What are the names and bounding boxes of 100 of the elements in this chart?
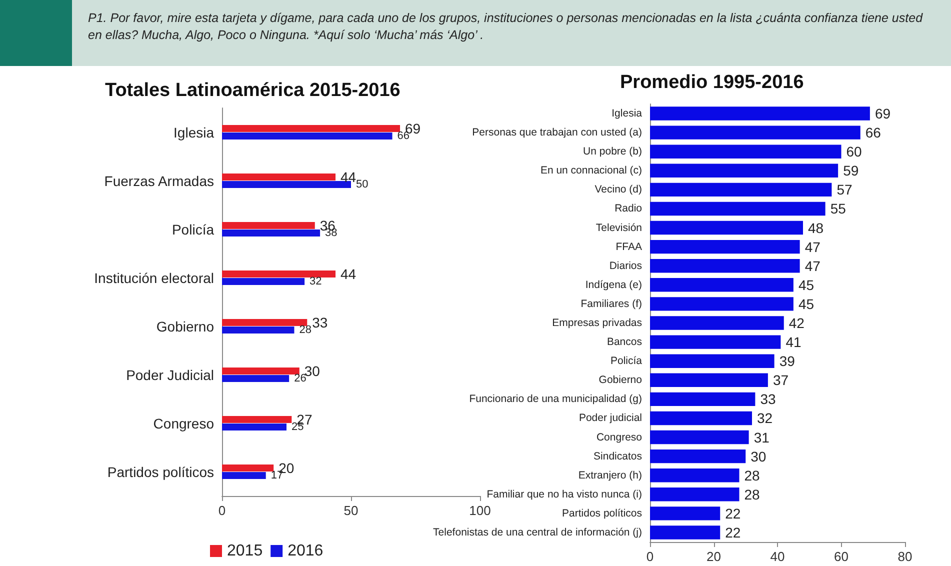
x-tick-label: 80 bbox=[898, 549, 912, 564]
y-tick-label: Congreso bbox=[153, 415, 214, 432]
y-tick-label: Iglesia bbox=[174, 124, 214, 140]
bar bbox=[650, 526, 720, 540]
y-tick-label: Policía bbox=[172, 221, 214, 238]
data-label: 57 bbox=[836, 182, 852, 198]
bar bbox=[650, 202, 826, 216]
y-tick-label: Bancos bbox=[606, 336, 642, 348]
data-label: 30 bbox=[750, 448, 766, 464]
data-label: 33 bbox=[312, 314, 328, 330]
bar bbox=[650, 468, 740, 482]
bar bbox=[650, 297, 794, 311]
bar bbox=[222, 375, 290, 382]
data-label: 22 bbox=[725, 524, 741, 540]
data-label: 59 bbox=[843, 162, 859, 179]
chart-title: Promedio 1995-2016 bbox=[620, 72, 804, 93]
x-tick-label: 20 bbox=[706, 549, 721, 564]
y-tick-label: Gobierno bbox=[156, 318, 214, 334]
data-label: 33 bbox=[760, 391, 776, 408]
bar bbox=[222, 181, 351, 188]
y-tick-label: Vecino (d) bbox=[594, 184, 642, 196]
data-label: 60 bbox=[846, 144, 862, 160]
bar bbox=[650, 354, 774, 368]
y-tick-label: Diarios bbox=[609, 260, 642, 272]
y-tick-label: Televisión bbox=[596, 222, 642, 234]
y-tick-label: Partidos políticos bbox=[562, 507, 642, 520]
x-tick-label: 100 bbox=[469, 503, 491, 518]
bar bbox=[650, 373, 768, 387]
bar bbox=[222, 222, 315, 229]
y-tick-label: Poder judicial bbox=[578, 412, 642, 424]
x-tick-label: 0 bbox=[646, 549, 654, 564]
bar bbox=[650, 411, 752, 426]
bar bbox=[650, 220, 803, 235]
bar bbox=[222, 318, 308, 326]
bar bbox=[650, 430, 749, 444]
bar bbox=[650, 278, 794, 292]
y-tick-label: Familiar que no ha visto nunca (i) bbox=[486, 488, 642, 500]
bar bbox=[650, 335, 781, 349]
bar bbox=[222, 173, 336, 180]
bar bbox=[222, 464, 274, 472]
data-label: 32 bbox=[757, 410, 773, 426]
y-tick-label: Congreso bbox=[596, 431, 642, 444]
bar bbox=[650, 316, 784, 330]
bar bbox=[222, 278, 305, 286]
data-label: 39 bbox=[779, 353, 796, 370]
data-label: 45 bbox=[798, 296, 814, 312]
bar bbox=[650, 259, 800, 273]
bar bbox=[650, 126, 860, 140]
bar bbox=[222, 367, 300, 374]
data-label: 47 bbox=[804, 258, 821, 274]
y-tick-label: Telefonistas de una central de información (j) bbox=[433, 526, 642, 538]
data-label: 22 bbox=[725, 505, 741, 522]
x-tick-label: 50 bbox=[344, 503, 358, 518]
data-label: 55 bbox=[830, 200, 846, 217]
y-tick-label: Iglesia bbox=[612, 108, 642, 120]
y-tick-label: Fuerzas Armadas bbox=[104, 172, 214, 189]
bar bbox=[650, 182, 832, 197]
bar bbox=[650, 144, 842, 158]
bar bbox=[222, 472, 266, 480]
y-tick-label: Poder Judicial bbox=[126, 366, 214, 383]
y-tick-label: Familiares (f) bbox=[580, 298, 642, 310]
chart-title: Totales Latinoamérica 2015-2016 bbox=[105, 80, 400, 101]
data-label: 32 bbox=[310, 276, 322, 288]
data-label: 50 bbox=[356, 178, 368, 191]
y-tick-label: Personas que trabajan con usted (a) bbox=[472, 126, 642, 139]
data-label: 28 bbox=[744, 467, 760, 484]
y-tick-label: Partidos políticos bbox=[107, 464, 214, 480]
y-tick-label: Indígena (e) bbox=[585, 278, 642, 291]
bar bbox=[222, 230, 320, 237]
data-label: 41 bbox=[786, 334, 802, 350]
legend-label: 2015 bbox=[227, 542, 263, 560]
data-label: 69 bbox=[874, 106, 891, 122]
y-tick-label: Un pobre (b) bbox=[583, 146, 642, 158]
y-tick-label: Institución electoral bbox=[94, 270, 214, 286]
data-label: 66 bbox=[865, 124, 882, 141]
x-tick-label: 40 bbox=[770, 549, 785, 564]
y-tick-label: Policía bbox=[610, 355, 642, 368]
bar bbox=[650, 164, 838, 178]
bar bbox=[222, 124, 400, 132]
bar bbox=[650, 392, 756, 406]
data-label: 48 bbox=[808, 220, 824, 236]
y-tick-label: Funcionario de una municipalidad (g) bbox=[469, 393, 642, 406]
bar bbox=[650, 106, 870, 120]
y-tick-label: Gobierno bbox=[598, 374, 642, 386]
data-label: 26 bbox=[294, 372, 306, 385]
data-label: 42 bbox=[788, 315, 805, 331]
data-label: 44 bbox=[340, 266, 356, 282]
text: P1. Por favor, mire esta tarjeta y dígame, para cada uno de los grupos, instituciones o personas mencionadas en la lista ¿cuánta confianza tiene usted en ellas? Mucha, Algo, Poco o Ninguna. *Aquí solo ‘Mucha’ más ‘Algo’ . bbox=[88, 10, 924, 44]
y-tick-label: Empresas privadas bbox=[552, 317, 642, 329]
bar bbox=[650, 449, 746, 464]
bar bbox=[222, 132, 392, 140]
data-label: 31 bbox=[754, 429, 770, 446]
bar bbox=[222, 270, 336, 278]
x-tick-label: 0 bbox=[218, 503, 226, 518]
y-tick-label: Sindicatos bbox=[594, 450, 642, 462]
data-label: 28 bbox=[744, 486, 760, 502]
data-label: 25 bbox=[292, 421, 304, 434]
bar bbox=[222, 424, 286, 431]
y-tick-label: Radio bbox=[614, 202, 642, 215]
x-tick-label: 60 bbox=[834, 549, 848, 564]
